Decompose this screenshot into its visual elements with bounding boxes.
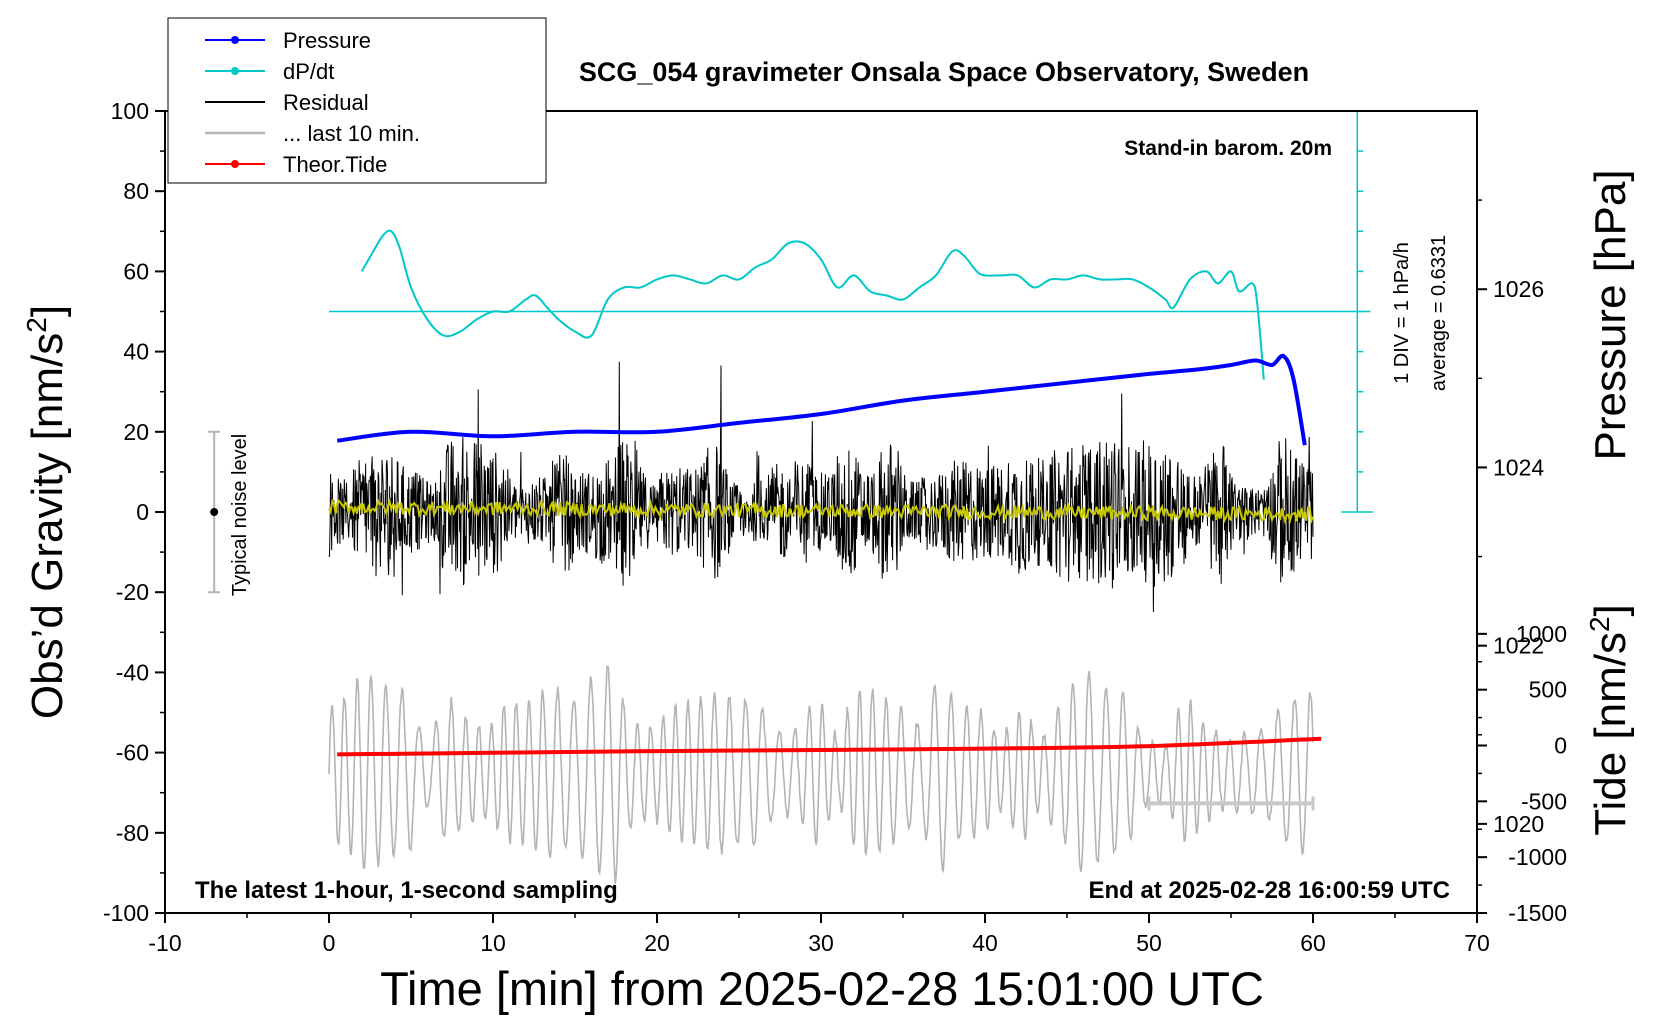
tide-tick-label-1: -1000	[1508, 844, 1567, 870]
pressure-tick-label-1: 1022	[1493, 633, 1544, 659]
div-scale-note: 1 DIV = 1 hPa/h	[1391, 242, 1413, 384]
tide-tick-label-0: -1500	[1508, 900, 1567, 926]
x-tick-label-5: 40	[972, 930, 998, 956]
pressure-tick-label-3: 1026	[1493, 276, 1544, 302]
x-tick-label-4: 30	[808, 930, 834, 956]
pressure-tick-label-0: 1020	[1493, 811, 1544, 837]
residual-smoothed-line	[328, 497, 1314, 525]
x-tick-label-3: 20	[644, 930, 670, 956]
y-tick-label-9: 80	[123, 178, 149, 204]
last10-series-line	[328, 664, 1314, 884]
pressure-series-line	[336, 353, 1307, 446]
legend: Pressure dP/dt Residual ... last 10 min. The…	[167, 17, 547, 184]
y-axis-title-pressure: Pressure [hPa]	[1586, 169, 1635, 460]
y-tick-label-10: 100	[111, 98, 149, 124]
legend-label-3: ... last 10 min.	[283, 121, 420, 146]
y-axis-title-left-main: Obs’d Gravity [nm/s	[23, 333, 72, 719]
y-axis-title-left-sup: 2	[21, 317, 52, 333]
x-tick-label-7: 60	[1300, 930, 1326, 956]
x-axis-title: Time [min] from 2025-02-28 15:01:00 UTC	[380, 962, 1264, 1015]
y-axis-title-left: Obs’d Gravity [nm/s2]	[21, 305, 72, 719]
legend-marker-1	[231, 67, 239, 75]
barometer-note: Stand-in barom. 20m	[1124, 137, 1332, 160]
y-axis-title-tide-close: ]	[1586, 604, 1635, 616]
y-tick-label-0: -100	[103, 900, 149, 926]
tide-tick-label-4: 500	[1529, 677, 1567, 703]
y-tick-label-7: 40	[123, 339, 149, 365]
y-tick-label-6: 20	[123, 419, 149, 445]
x-tick-label-2: 10	[480, 930, 506, 956]
y-tick-label-3: -40	[116, 659, 149, 685]
legend-marker-0	[231, 36, 239, 44]
plot-frame	[164, 110, 1478, 914]
x-tick-label-6: 50	[1136, 930, 1162, 956]
y-tick-label-5: 0	[136, 499, 149, 525]
pressure-tick-label-2: 1024	[1493, 454, 1544, 480]
end-time-note: End at 2025-02-28 16:00:59 UTC	[1089, 877, 1451, 904]
tide-tick-label-5: 1000	[1516, 621, 1567, 647]
y-axis-title-tide-sup: 2	[1584, 616, 1615, 632]
y-tick-label-4: -20	[116, 579, 149, 605]
noise-dot	[210, 508, 219, 516]
y-axis-title-left-close: ]	[23, 305, 72, 317]
dpdt-series-line	[360, 229, 1265, 380]
chart-title: SCG_054 gravimeter Onsala Space Observat…	[579, 57, 1309, 87]
legend-label-2: Residual	[283, 90, 369, 115]
residual-series-line	[328, 361, 1314, 613]
legend-box	[167, 17, 547, 184]
y-tick-label-2: -60	[116, 740, 149, 766]
noise-level-label: Typical noise level	[229, 434, 251, 596]
legend-label-4: Theor.Tide	[283, 152, 387, 177]
legend-label-1: dP/dt	[283, 59, 334, 84]
y-axis-title-tide-main: Tide [nm/s	[1586, 632, 1635, 836]
x-tick-label-8: 70	[1464, 930, 1490, 956]
y-axis-title-tide: Tide [nm/s2]	[1584, 604, 1635, 836]
x-tick-label-1: 0	[323, 930, 336, 956]
y-tick-label-1: -80	[116, 820, 149, 846]
x-tick-label-0: -10	[148, 930, 181, 956]
tide-series-line	[337, 736, 1322, 757]
tide-tick-label-3: 0	[1554, 733, 1567, 759]
average-note: average = 0.6331	[1428, 235, 1450, 391]
tide-tick-label-2: -500	[1521, 788, 1567, 814]
legend-marker-4	[231, 160, 239, 168]
legend-label-0: Pressure	[283, 28, 371, 53]
sampling-note: The latest 1-hour, 1-second sampling	[195, 877, 618, 904]
y-tick-label-8: 60	[123, 258, 149, 284]
